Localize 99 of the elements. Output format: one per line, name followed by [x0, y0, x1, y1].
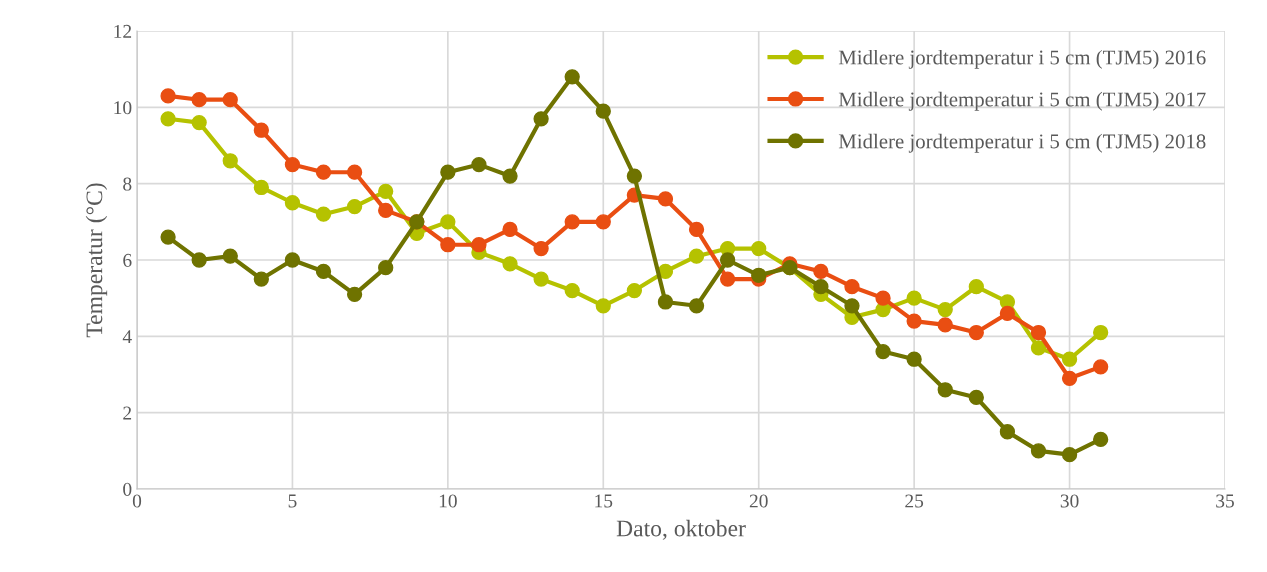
x-tick-label: 10	[439, 494, 457, 508]
point	[284, 195, 301, 211]
y-tick-label: 6	[123, 253, 132, 267]
point	[564, 69, 580, 85]
point	[688, 298, 705, 314]
y-tick-label: 8	[123, 177, 132, 191]
x-tick-label: 25	[905, 494, 924, 508]
point	[160, 229, 176, 245]
point	[440, 214, 456, 230]
point	[595, 103, 611, 119]
y-axis-title: Temperatur (°C)	[85, 183, 108, 338]
point	[1093, 431, 1109, 448]
point	[284, 156, 301, 173]
point	[1093, 359, 1109, 375]
x-tick-label: 35	[1216, 494, 1234, 508]
point	[937, 301, 953, 318]
point	[564, 214, 580, 230]
x-tick-label: 0	[132, 494, 142, 508]
point	[626, 282, 643, 299]
point	[471, 237, 487, 253]
point	[440, 164, 456, 180]
point	[346, 198, 363, 215]
y-tick-label: 2	[123, 406, 132, 420]
x-axis-title: Dato, oktober	[616, 519, 746, 540]
point	[968, 324, 984, 341]
point	[688, 221, 705, 238]
point	[595, 298, 611, 314]
point	[1093, 324, 1109, 341]
point	[533, 271, 549, 287]
legend-label: Midlere jordtemperatur i 5 cm (TJM5) 2018	[838, 133, 1206, 153]
point	[533, 240, 549, 257]
point	[191, 114, 207, 131]
point	[844, 279, 860, 295]
point	[968, 279, 984, 295]
point	[844, 298, 860, 314]
point	[502, 168, 518, 184]
legend-label: Midlere jordtemperatur i 5 cm (TJM5) 2017	[838, 91, 1206, 111]
point	[160, 111, 176, 127]
point	[564, 282, 580, 299]
point	[315, 164, 332, 180]
point	[1061, 351, 1078, 367]
x-tick-label: 30	[1060, 494, 1079, 508]
point	[191, 92, 207, 108]
point	[378, 183, 394, 199]
point	[1061, 370, 1078, 386]
y-tick-label: 10	[114, 101, 132, 115]
point	[751, 240, 767, 257]
point	[688, 248, 705, 264]
point	[378, 202, 394, 219]
point	[191, 252, 207, 268]
point	[657, 191, 674, 207]
point	[906, 351, 922, 367]
point	[968, 389, 984, 406]
point	[657, 263, 674, 280]
point	[160, 88, 176, 104]
point	[937, 317, 953, 333]
point	[1030, 443, 1047, 459]
point	[222, 153, 238, 169]
point	[502, 256, 518, 272]
point	[253, 122, 269, 138]
point	[937, 382, 953, 398]
point	[315, 263, 332, 280]
point	[906, 290, 922, 306]
point	[719, 271, 736, 287]
point	[906, 313, 922, 329]
point	[222, 248, 238, 264]
point	[253, 271, 269, 287]
point	[1061, 447, 1078, 463]
point	[999, 424, 1016, 440]
point	[222, 92, 238, 108]
x-tick-label: 20	[749, 494, 768, 508]
point	[1030, 324, 1047, 341]
point	[595, 214, 611, 230]
x-tick-label: 15	[595, 494, 613, 508]
point	[253, 179, 269, 196]
point	[346, 286, 363, 302]
point	[875, 343, 891, 360]
point	[875, 290, 891, 306]
point	[813, 263, 829, 280]
point	[502, 221, 518, 238]
y-tick-label: 12	[114, 24, 132, 38]
point	[315, 206, 332, 222]
legend-label: Midlere jordtemperatur i 5 cm (TJM5) 2016	[838, 49, 1206, 69]
point	[999, 305, 1016, 322]
point	[440, 237, 456, 253]
point	[471, 156, 487, 173]
point	[533, 111, 549, 127]
point	[657, 294, 674, 310]
point	[284, 252, 301, 268]
point	[378, 259, 394, 276]
x-tick-label: 5	[288, 494, 297, 508]
point	[719, 252, 736, 268]
point	[813, 279, 829, 295]
y-tick-label: 0	[123, 482, 132, 496]
point	[751, 267, 767, 283]
point	[626, 168, 643, 184]
point	[1030, 340, 1047, 356]
point	[346, 164, 363, 180]
y-tick-label: 4	[122, 330, 132, 344]
